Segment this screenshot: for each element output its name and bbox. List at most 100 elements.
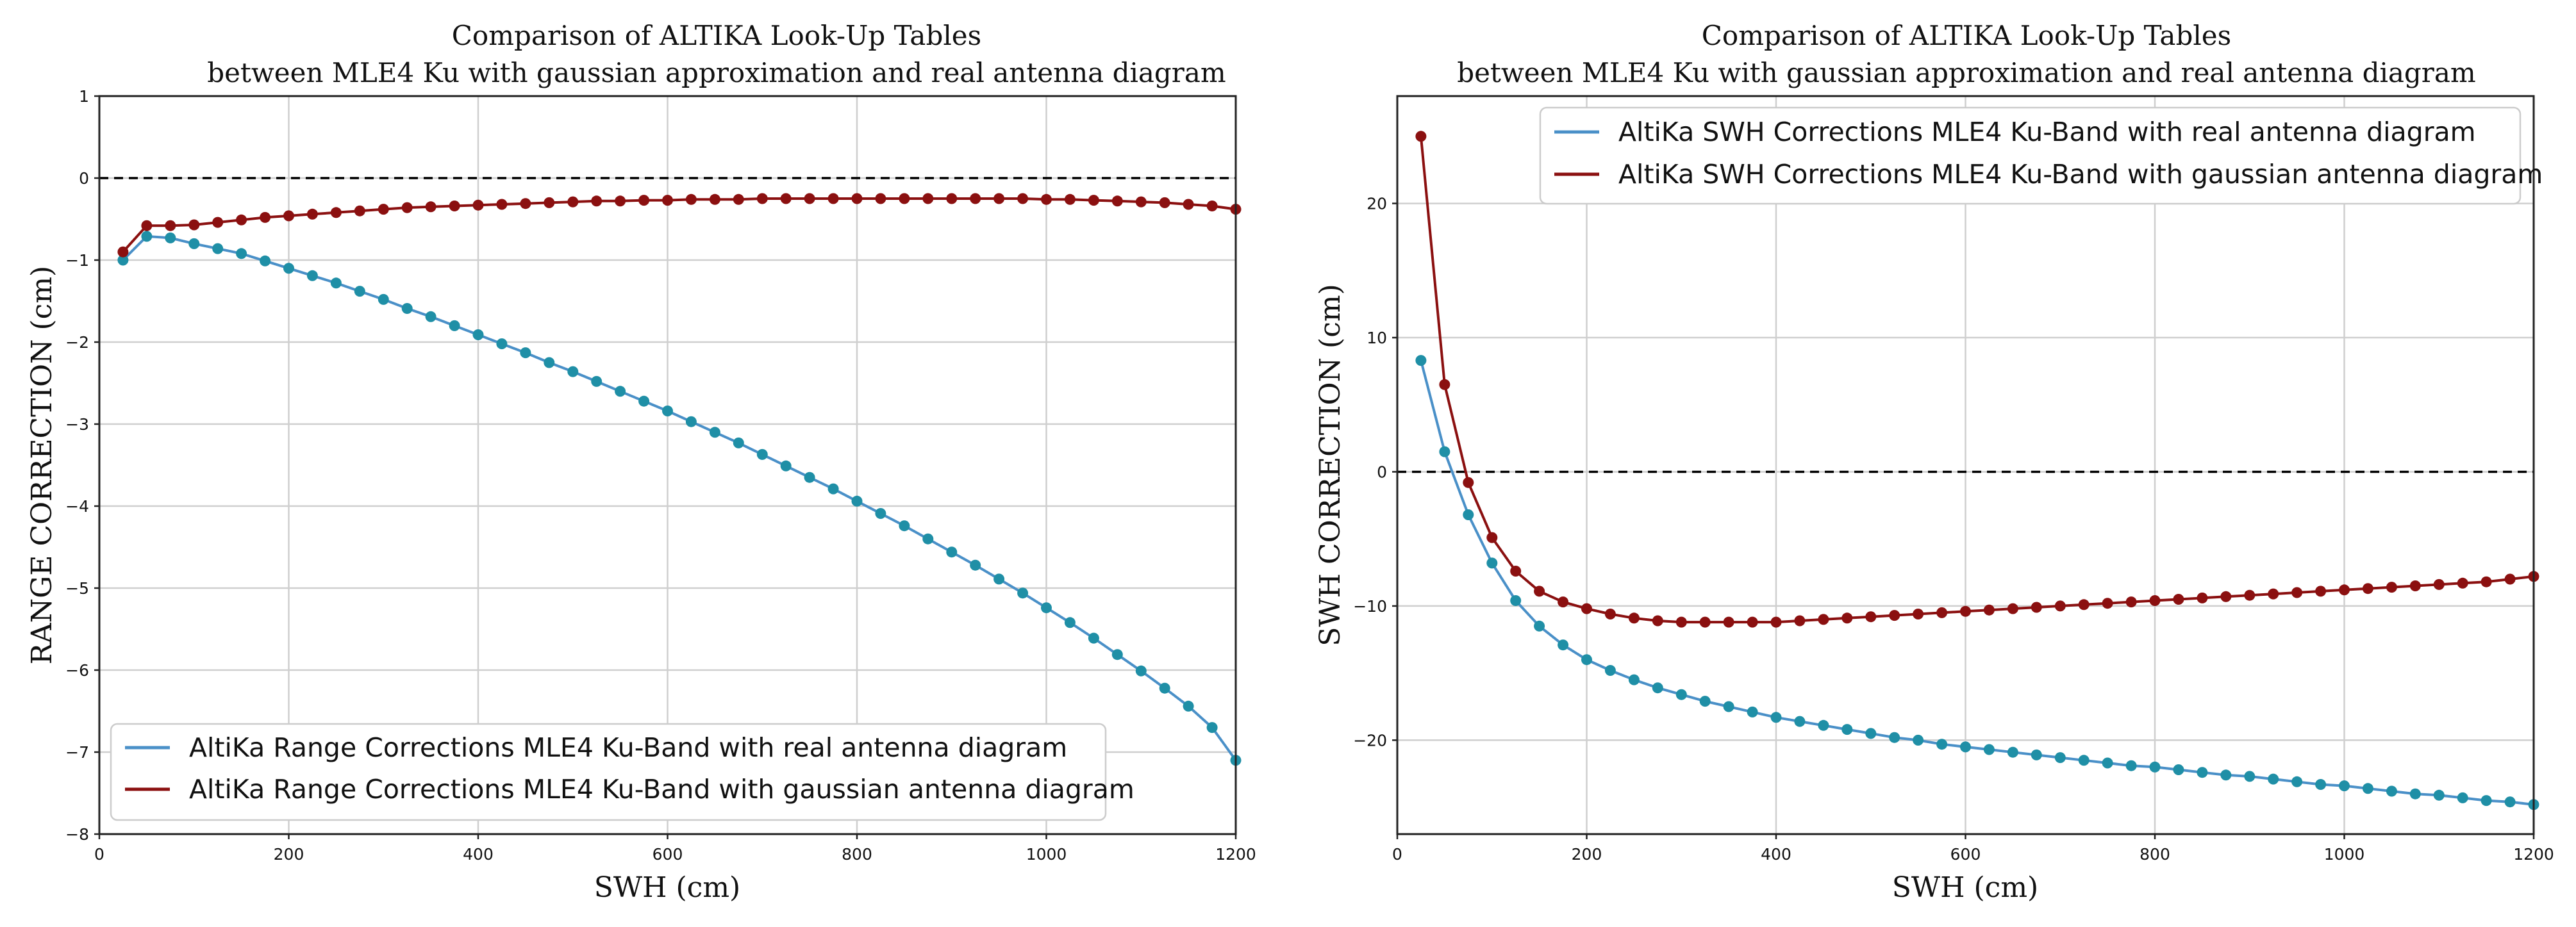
data-point (2173, 594, 2184, 605)
data-point (425, 311, 436, 322)
data-point (188, 238, 200, 249)
data-point (780, 193, 792, 204)
data-point (1159, 682, 1170, 694)
series-real-antenna (117, 231, 1242, 766)
data-point (946, 193, 958, 204)
data-point (141, 231, 153, 242)
data-point (449, 320, 460, 331)
x-tick-label: 400 (463, 845, 494, 864)
data-point (1510, 566, 1522, 577)
data-point (117, 246, 129, 258)
legend-box (1539, 106, 2522, 205)
data-point (260, 255, 271, 267)
data-point (283, 210, 294, 222)
data-point (1415, 131, 1427, 142)
data-point (1558, 639, 1569, 651)
data-point (1041, 602, 1052, 614)
legend: AltiKa Range Corrections MLE4 Ku-Band wi… (110, 723, 1134, 821)
data-point (2149, 761, 2161, 773)
x-axis-label: SWH (cm) (1892, 871, 2038, 904)
data-point (662, 195, 673, 206)
series-real-antenna (1415, 355, 2539, 810)
x-axis-label: SWH (cm) (594, 871, 740, 904)
data-point (946, 546, 958, 558)
y-tick-label: −1 (65, 251, 89, 270)
data-point (2078, 599, 2090, 611)
data-point (1818, 614, 1829, 625)
data-point (685, 416, 697, 427)
data-point (1936, 607, 1948, 618)
data-point (1913, 609, 1924, 619)
data-point (2054, 752, 2066, 764)
data-point (1183, 700, 1194, 712)
data-point (401, 303, 413, 314)
data-point (2433, 578, 2445, 590)
data-point (1183, 199, 1194, 210)
legend-label-gaussian: AltiKa Range Corrections MLE4 Ku-Band wi… (189, 774, 1134, 805)
data-point (2125, 596, 2137, 608)
x-tick-label: 200 (1572, 845, 1602, 864)
y-tick-label: 20 (1367, 195, 1387, 213)
data-point (2504, 573, 2516, 585)
data-point (1983, 604, 1995, 616)
data-point (2149, 595, 2161, 606)
y-tick-label: 10 (1367, 329, 1387, 347)
data-point (685, 193, 697, 205)
data-point (1064, 617, 1076, 628)
data-point (1486, 557, 1498, 569)
data-point (2173, 764, 2184, 775)
data-point (1794, 615, 1806, 627)
legend-label-real: AltiKa Range Corrections MLE4 Ku-Band wi… (189, 732, 1067, 763)
data-point (212, 243, 224, 254)
data-point (1534, 620, 1545, 632)
data-point (2102, 598, 2113, 609)
x-tick-label: 1200 (1215, 845, 1256, 864)
y-tick-label: −4 (65, 497, 89, 516)
data-point (1064, 193, 1076, 205)
data-point (1652, 682, 1663, 694)
data-point (875, 193, 886, 204)
data-point (1794, 716, 1806, 727)
data-point (544, 197, 555, 208)
x-tick-label: 600 (652, 845, 683, 864)
data-point (2386, 582, 2397, 593)
data-point (2268, 773, 2279, 785)
data-point (1841, 612, 1853, 624)
data-point (2031, 602, 2042, 613)
data-point (1135, 665, 1147, 677)
x-tick-label: 0 (1392, 845, 1402, 864)
data-point (1889, 610, 1900, 621)
x-tick-label: 400 (1761, 845, 1791, 864)
data-point (283, 263, 294, 274)
plot-frame (1396, 95, 2535, 835)
data-point (1510, 595, 1522, 606)
data-point (851, 193, 863, 204)
data-point (544, 357, 555, 368)
data-point (851, 495, 863, 507)
data-point (1486, 532, 1498, 543)
data-point (1747, 616, 1758, 628)
data-point (472, 199, 484, 211)
legend: AltiKa SWH Corrections MLE4 Ku-Band with… (1539, 106, 2543, 205)
series-lines (117, 193, 1242, 766)
data-point (827, 193, 839, 204)
data-point (922, 193, 934, 204)
series-lines (1415, 131, 2539, 810)
legend-label-real: AltiKa SWH Corrections MLE4 Ku-Band with… (1618, 117, 2476, 147)
x-tick-label: 800 (842, 845, 872, 864)
data-point (1206, 201, 1218, 211)
x-tick-label: 1000 (1026, 845, 1067, 864)
x-tick-labels: 0 200 400 600 800 1000 1200 (94, 834, 1256, 864)
range-correction-chart: Comparison of ALTIKA Look-Up Tables betw… (26, 20, 1256, 904)
data-point (1159, 197, 1170, 208)
y-axis-label: SWH CORRECTION (cm) (1314, 284, 1347, 646)
data-point (1463, 509, 1474, 520)
data-point (378, 293, 389, 305)
data-point (472, 329, 484, 340)
data-point (1865, 728, 1877, 739)
data-point (306, 270, 318, 281)
data-point (2007, 746, 2018, 758)
y-axis-label: RANGE CORRECTION (cm) (26, 266, 58, 664)
data-point (922, 533, 934, 545)
